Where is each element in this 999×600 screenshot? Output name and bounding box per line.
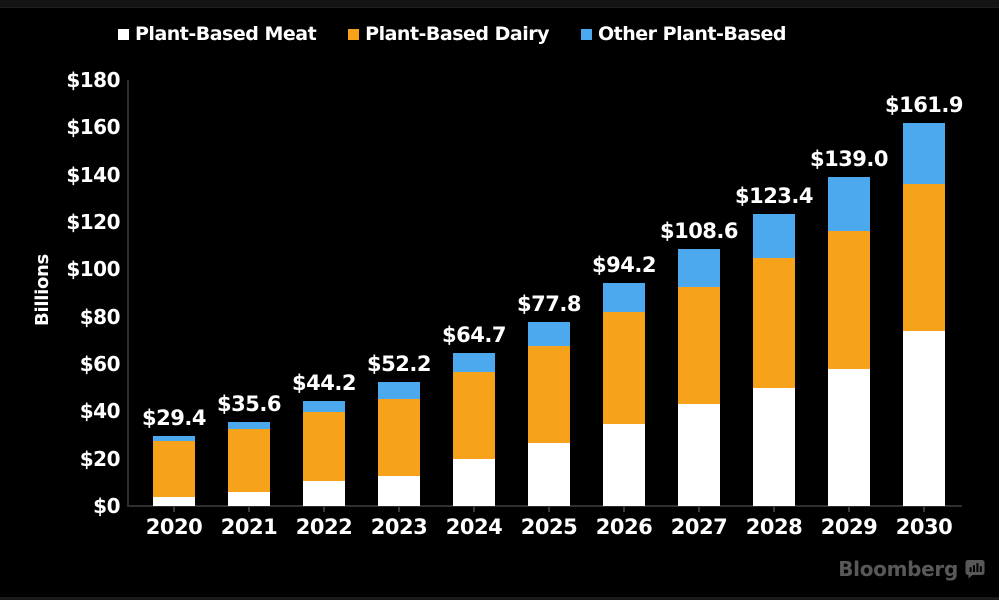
bar-2020-plant-based-dairy <box>153 441 195 497</box>
bar-2020-other-plant-based <box>153 436 195 442</box>
legend-swatch-icon <box>348 28 360 40</box>
bar-2022-plant-based-meat <box>303 481 345 506</box>
bar-total-label-2026: $94.2 <box>592 253 656 278</box>
x-axis-tick <box>248 507 250 512</box>
legend-item-plant-based-meat: Plant-Based Meat <box>118 23 317 45</box>
bar-2027-other-plant-based <box>678 248 720 287</box>
x-axis-tick <box>773 507 775 512</box>
y-tick-label: $60 <box>79 352 121 376</box>
bar-2028-plant-based-dairy <box>753 257 795 388</box>
legend-swatch-icon <box>581 28 593 40</box>
bar-2021-plant-based-meat <box>228 491 270 506</box>
chart-legend: Plant-Based Meat Plant-Based Dairy Other P… <box>118 23 787 45</box>
bar-2023-other-plant-based <box>378 382 420 399</box>
x-axis-label-2027: 2027 <box>670 515 728 539</box>
x-axis-tick <box>548 507 550 512</box>
bar-2023-plant-based-dairy <box>378 398 420 476</box>
bar-2025-other-plant-based <box>528 321 570 347</box>
bloomberg-wordmark: Bloomberg <box>838 557 958 581</box>
y-tick-label: $20 <box>79 446 121 471</box>
x-axis-tick <box>398 507 400 512</box>
bar-2020-plant-based-meat <box>153 496 195 506</box>
x-axis-tick <box>848 507 850 512</box>
bar-2021-other-plant-based <box>228 421 270 430</box>
x-axis-label-2023: 2023 <box>370 515 428 539</box>
y-tick-label: $0 <box>93 494 120 518</box>
bar-total-label-2024: $64.7 <box>442 322 506 347</box>
bloomberg-logo-icon <box>965 560 985 579</box>
y-tick-label: $100 <box>66 257 120 282</box>
legend-item-other-plant-based: Other Plant-Based <box>581 23 787 45</box>
x-axis-tick <box>698 507 700 512</box>
bar-2025-plant-based-meat <box>528 443 570 506</box>
bar-2029-plant-based-dairy <box>828 231 870 369</box>
bar-2024-plant-based-meat <box>453 459 495 506</box>
bar-2029-other-plant-based <box>828 177 870 232</box>
x-axis-line <box>127 505 962 507</box>
bar-total-label-2028: $123.4 <box>734 183 814 208</box>
bar-2022-other-plant-based <box>303 401 345 412</box>
bar-total-label-2025: $77.8 <box>517 291 581 316</box>
x-axis-label-2030: 2030 <box>895 515 953 539</box>
bar-total-label-2020: $29.4 <box>142 406 206 431</box>
bar-2030-plant-based-meat <box>903 330 945 506</box>
legend-label: Other Plant-Based <box>598 23 787 45</box>
bar-2024-other-plant-based <box>453 352 495 372</box>
bloomberg-brand: Bloomberg <box>838 557 985 581</box>
x-axis-label-2020: 2020 <box>145 515 203 539</box>
bar-2028-other-plant-based <box>753 213 795 258</box>
x-axis-label-2026: 2026 <box>595 515 653 539</box>
bar-total-label-2029: $139.0 <box>809 147 889 172</box>
bar-2030-plant-based-dairy <box>903 184 945 331</box>
bar-2023-plant-based-meat <box>378 475 420 506</box>
x-axis-tick <box>473 507 475 512</box>
legend-label: Plant-Based Meat <box>135 23 317 45</box>
x-axis-label-2025: 2025 <box>520 515 578 539</box>
x-axis-tick <box>173 507 175 512</box>
bar-2025-plant-based-dairy <box>528 346 570 444</box>
bar-total-label-2027: $108.6 <box>659 218 739 243</box>
top-edge-strip <box>0 0 999 8</box>
x-axis-tick <box>323 507 325 512</box>
x-axis-label-2024: 2024 <box>445 515 503 539</box>
bar-2024-plant-based-dairy <box>453 371 495 460</box>
bar-2026-plant-based-dairy <box>603 311 645 424</box>
y-tick-label: $180 <box>66 68 120 92</box>
bar-2022-plant-based-dairy <box>303 411 345 482</box>
bar-2027-plant-based-dairy <box>678 286 720 405</box>
bar-total-label-2030: $161.9 <box>884 92 964 117</box>
legend-label: Plant-Based Dairy <box>365 23 550 45</box>
bar-total-label-2021: $35.6 <box>217 391 281 416</box>
bar-2027-plant-based-meat <box>678 404 720 506</box>
x-axis-tick <box>623 507 625 512</box>
legend-item-plant-based-dairy: Plant-Based Dairy <box>348 23 550 45</box>
y-tick-label: $140 <box>66 162 120 187</box>
bar-2021-plant-based-dairy <box>228 429 270 492</box>
bar-2030-other-plant-based <box>903 122 945 185</box>
x-axis-label-2021: 2021 <box>220 515 278 539</box>
bar-total-label-2023: $52.2 <box>367 352 431 377</box>
x-axis-label-2028: 2028 <box>745 515 803 539</box>
x-axis-tick <box>923 507 925 512</box>
bar-total-label-2022: $44.2 <box>292 371 356 396</box>
bar-2026-plant-based-meat <box>603 423 645 506</box>
x-axis-label-2022: 2022 <box>295 515 353 539</box>
y-tick-label: $40 <box>79 399 121 424</box>
y-axis-line <box>127 80 129 507</box>
y-tick-label: $160 <box>66 115 120 140</box>
bottom-edge-strip <box>0 597 999 600</box>
x-axis-label-2029: 2029 <box>820 515 878 539</box>
y-tick-label: $120 <box>66 210 120 234</box>
legend-swatch-icon <box>118 28 129 40</box>
y-tick-label: $80 <box>79 304 121 329</box>
y-axis-title: Billions <box>32 254 53 326</box>
bar-2029-plant-based-meat <box>828 368 870 506</box>
bar-2026-other-plant-based <box>603 283 645 312</box>
bar-2028-plant-based-meat <box>753 387 795 506</box>
